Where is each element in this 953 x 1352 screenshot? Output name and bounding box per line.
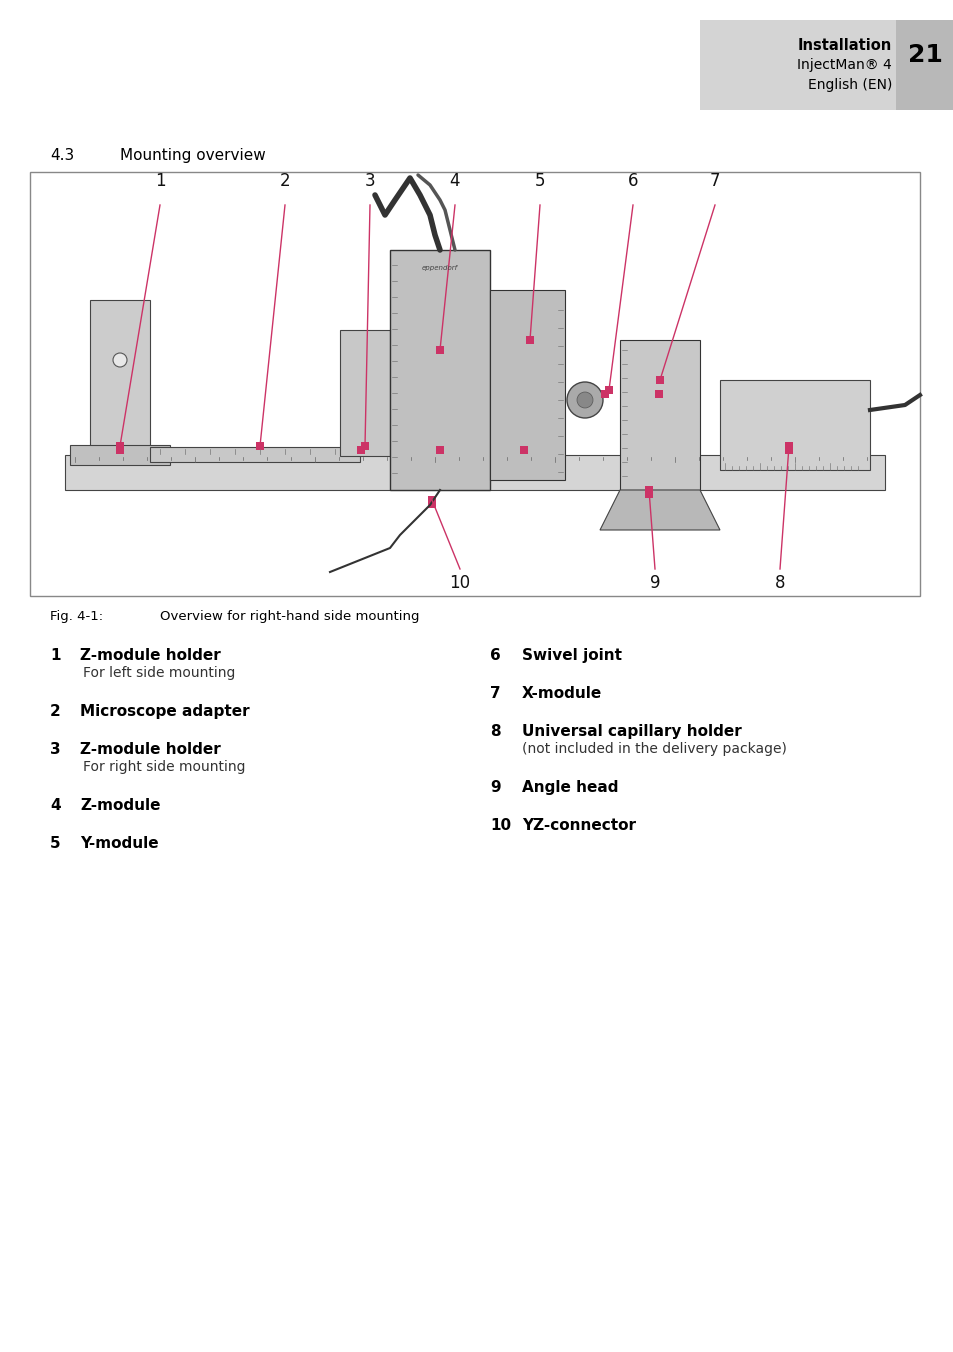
Bar	[428, 500, 436, 508]
Bar	[656, 376, 663, 384]
Text: InjectMan® 4: InjectMan® 4	[797, 58, 891, 72]
Text: Overview for right-hand side mounting: Overview for right-hand side mounting	[160, 610, 419, 623]
Bar	[428, 496, 436, 504]
Text: X-module: X-module	[521, 685, 601, 700]
Circle shape	[112, 353, 127, 366]
Text: 1: 1	[50, 648, 60, 662]
Text: 3: 3	[50, 742, 61, 757]
Text: 3: 3	[364, 172, 375, 191]
Text: 2: 2	[279, 172, 290, 191]
Bar	[895, 20, 953, 110]
Text: 1: 1	[154, 172, 165, 191]
Text: 5: 5	[535, 172, 545, 191]
Text: Swivel joint: Swivel joint	[521, 648, 621, 662]
Bar	[90, 300, 150, 456]
Text: Y-module: Y-module	[80, 836, 158, 850]
Bar	[784, 442, 792, 450]
Text: For left side mounting: For left side mounting	[83, 667, 235, 680]
Text: Z-module holder: Z-module holder	[80, 742, 220, 757]
Text: 6: 6	[490, 648, 500, 662]
Text: 10: 10	[490, 818, 511, 833]
Bar	[360, 442, 369, 450]
Bar	[644, 485, 652, 493]
Bar	[525, 337, 534, 343]
Text: 21: 21	[906, 43, 942, 68]
Text: Mounting overview: Mounting overview	[120, 147, 266, 164]
Circle shape	[566, 383, 602, 418]
Text: Fig. 4-1:: Fig. 4-1:	[50, 610, 103, 623]
Bar	[116, 446, 124, 454]
Text: 2: 2	[50, 704, 61, 719]
Text: 7: 7	[490, 685, 500, 700]
Text: 7: 7	[709, 172, 720, 191]
Bar	[436, 346, 443, 354]
Bar	[65, 456, 884, 489]
Bar	[519, 446, 527, 454]
Text: 9: 9	[649, 575, 659, 592]
Bar	[436, 446, 443, 454]
Text: 9: 9	[490, 780, 500, 795]
Bar	[619, 339, 700, 489]
Bar	[490, 289, 564, 480]
Polygon shape	[599, 489, 720, 530]
Text: 5: 5	[50, 836, 61, 850]
Text: Universal capillary holder: Universal capillary holder	[521, 725, 741, 740]
Text: 8: 8	[490, 725, 500, 740]
Text: 8: 8	[774, 575, 784, 592]
Bar	[390, 250, 490, 489]
Bar	[116, 442, 124, 450]
Text: For right side mounting: For right side mounting	[83, 760, 245, 773]
Text: Microscope adapter: Microscope adapter	[80, 704, 250, 719]
Text: eppendorf: eppendorf	[421, 265, 457, 270]
Bar	[356, 446, 365, 454]
Text: 6: 6	[627, 172, 638, 191]
Bar	[30, 172, 919, 596]
Bar	[70, 445, 170, 465]
Bar	[784, 446, 792, 454]
Text: YZ-connector: YZ-connector	[521, 818, 636, 833]
Bar	[700, 20, 895, 110]
Text: 10: 10	[449, 575, 470, 592]
Text: Installation: Installation	[797, 38, 891, 53]
Bar	[720, 380, 869, 470]
Text: Angle head: Angle head	[521, 780, 618, 795]
Bar	[600, 389, 608, 397]
Bar	[644, 489, 652, 498]
Bar	[604, 387, 613, 393]
Text: English (EN): English (EN)	[807, 78, 891, 92]
Bar	[150, 448, 359, 462]
Bar	[655, 389, 662, 397]
Circle shape	[577, 392, 593, 408]
Bar	[255, 442, 264, 450]
Text: (not included in the delivery package): (not included in the delivery package)	[521, 742, 786, 756]
Text: 4: 4	[449, 172, 459, 191]
Text: Z-module: Z-module	[80, 798, 160, 813]
Text: Z-module holder: Z-module holder	[80, 648, 220, 662]
Text: 4.3: 4.3	[50, 147, 74, 164]
Text: 4: 4	[50, 798, 61, 813]
Bar	[339, 330, 390, 456]
